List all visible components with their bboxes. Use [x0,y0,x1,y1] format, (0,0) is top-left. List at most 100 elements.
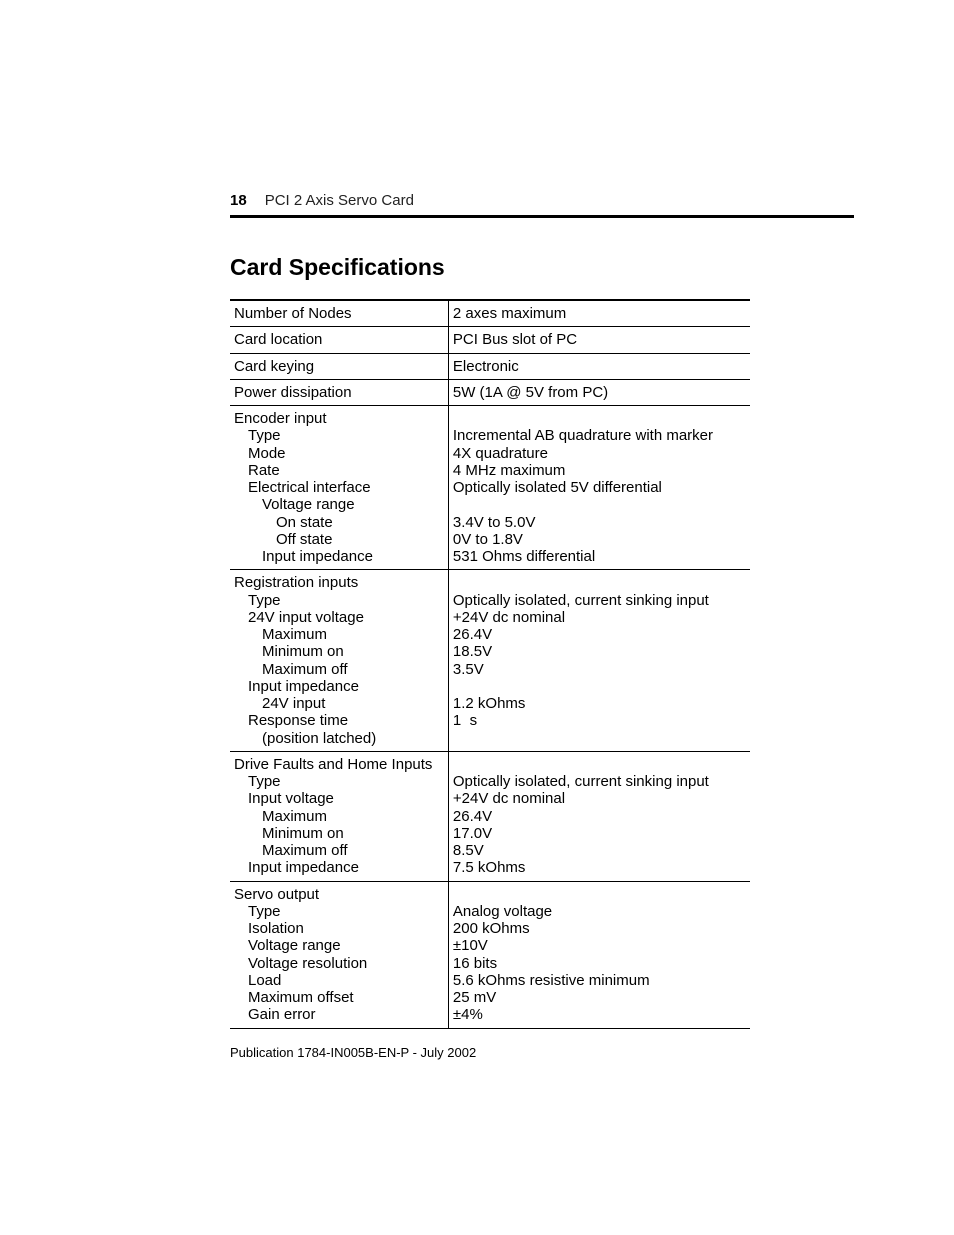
spec-label-cell: Card location [230,327,448,353]
spec-value-line [453,574,744,591]
spec-value-line: 8.5V [453,842,744,859]
spec-label-line: Load [234,972,442,989]
spec-value-line: 16 bits [453,955,744,972]
spec-label-line: Registration inputs [234,574,442,591]
spec-label-line: Maximum offset [234,989,442,1006]
spec-value-line: Electronic [453,358,744,375]
spec-value-cell: Analog voltage200 kOhms±10V16 bits5.6 kO… [448,881,750,1028]
spec-label-line: Input voltage [234,790,442,807]
spec-value-line: Incremental AB quadrature with marker [453,427,744,444]
spec-value-line: 4 MHz maximum [453,462,744,479]
spec-value-line: ±4% [453,1006,744,1023]
spec-label-line: Voltage range [234,937,442,954]
spec-label-line: Card location [234,331,442,348]
spec-value-line [453,886,744,903]
spec-label-line: (position latched) [234,730,442,747]
header-rule [230,215,854,218]
spec-value-line: 531 Ohms differential [453,548,744,565]
spec-label-line: Type [234,427,442,444]
spec-value-line: 26.4V [453,808,744,825]
spec-label-line: Maximum off [234,842,442,859]
spec-label-line: On state [234,514,442,531]
document-page: 18 PCI 2 Axis Servo Card Card Specificat… [0,0,954,1235]
spec-label-cell: Number of Nodes [230,300,448,327]
spec-value-line [453,496,744,513]
spec-value-cell: 2 axes maximum [448,300,750,327]
spec-value-line: 0V to 1.8V [453,531,744,548]
table-row: Registration inputsType24V input voltage… [230,570,750,752]
spec-label-line: Response time [234,712,442,729]
spec-label-line: Maximum [234,808,442,825]
spec-label-line: Input impedance [234,859,442,876]
spec-label-line: Electrical interface [234,479,442,496]
spec-value-line: 26.4V [453,626,744,643]
spec-label-line: Input impedance [234,548,442,565]
spec-value-line: +24V dc nominal [453,790,744,807]
spec-label-line: 24V input voltage [234,609,442,626]
spec-label-line: Type [234,903,442,920]
spec-value-line: 18.5V [453,643,744,660]
spec-label-line: Type [234,592,442,609]
spec-label-cell: Power dissipation [230,379,448,405]
table-row: Number of Nodes 2 axes maximum [230,300,750,327]
spec-value-cell: Incremental AB quadrature with marker4X … [448,406,750,570]
spec-label-line: Mode [234,445,442,462]
spec-label-line: Encoder input [234,410,442,427]
spec-value-line: 17.0V [453,825,744,842]
spec-label-line: Power dissipation [234,384,442,401]
spec-label-cell: Encoder inputTypeModeRateElectrical inte… [230,406,448,570]
spec-label-line: Off state [234,531,442,548]
spec-value-line: 7.5 kOhms [453,859,744,876]
section-title: Card Specifications [230,254,854,281]
spec-value-cell: 5W (1A @ 5V from PC) [448,379,750,405]
spec-value-line [453,410,744,427]
spec-label-line: Minimum on [234,825,442,842]
spec-table: Number of Nodes 2 axes maximum Card locati… [230,299,750,1029]
spec-value-line: Optically isolated, current sinking inpu… [453,592,744,609]
spec-label-cell: Drive Faults and Home InputsTypeInput vo… [230,751,448,881]
spec-value-line [453,730,744,747]
spec-label-line: Card keying [234,358,442,375]
table-row: Encoder inputTypeModeRateElectrical inte… [230,406,750,570]
spec-value-line: +24V dc nominal [453,609,744,626]
spec-label-line: Rate [234,462,442,479]
spec-label-cell: Registration inputsType24V input voltage… [230,570,448,752]
running-header: 18 PCI 2 Axis Servo Card [230,192,854,209]
spec-value-line [453,756,744,773]
spec-value-cell: Electronic [448,353,750,379]
spec-label-cell: Servo outputTypeIsolationVoltage rangeVo… [230,881,448,1028]
table-row: Card location PCI Bus slot of PC [230,327,750,353]
spec-label-line: Gain error [234,1006,442,1023]
spec-label-line: Input impedance [234,678,442,695]
spec-label-line: Voltage resolution [234,955,442,972]
spec-label-cell: Card keying [230,353,448,379]
page-number: 18 [230,192,247,209]
spec-value-line: 1 s [453,712,744,729]
spec-value-line: 2 axes maximum [453,305,744,322]
running-title: PCI 2 Axis Servo Card [265,192,414,209]
spec-label-line: Maximum [234,626,442,643]
table-row: Power dissipation 5W (1A @ 5V from PC) [230,379,750,405]
spec-label-line: Servo output [234,886,442,903]
spec-value-line: Optically isolated, current sinking inpu… [453,773,744,790]
spec-value-line: Analog voltage [453,903,744,920]
spec-label-line: 24V input [234,695,442,712]
spec-value-cell: Optically isolated, current sinking inpu… [448,570,750,752]
table-row: Drive Faults and Home InputsTypeInput vo… [230,751,750,881]
spec-value-line: 1.2 kOhms [453,695,744,712]
spec-value-line: 4X quadrature [453,445,744,462]
spec-label-line: Number of Nodes [234,305,442,322]
spec-value-cell: PCI Bus slot of PC [448,327,750,353]
table-row: Servo outputTypeIsolationVoltage rangeVo… [230,881,750,1028]
spec-value-line: PCI Bus slot of PC [453,331,744,348]
spec-value-line: 25 mV [453,989,744,1006]
table-row: Card keying Electronic [230,353,750,379]
spec-label-line: Isolation [234,920,442,937]
spec-value-line: 3.5V [453,661,744,678]
spec-value-line: ±10V [453,937,744,954]
spec-label-line: Voltage range [234,496,442,513]
spec-label-line: Drive Faults and Home Inputs [234,756,442,773]
spec-value-line [453,678,744,695]
spec-value-line: 200 kOhms [453,920,744,937]
spec-label-line: Minimum on [234,643,442,660]
